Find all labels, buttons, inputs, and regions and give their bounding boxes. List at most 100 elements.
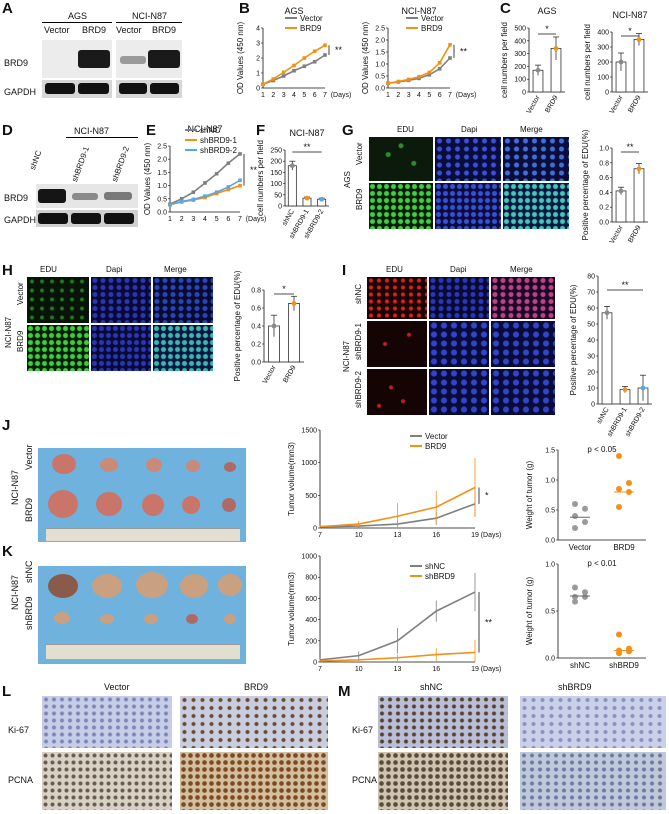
panel-label-e: E bbox=[146, 122, 157, 139]
micro-image bbox=[90, 276, 152, 324]
data-point bbox=[261, 82, 265, 87]
y-tick-label: 0.2 bbox=[599, 205, 609, 212]
y-tick-label: 1 bbox=[256, 71, 260, 78]
ihc-l-col-brd9: BRD9 bbox=[244, 682, 269, 692]
x-tick-label: 4 bbox=[203, 216, 207, 223]
y-tick-label: 60 bbox=[587, 306, 595, 313]
y-tick-label: 100 bbox=[514, 77, 526, 84]
x-tick-label: Vector bbox=[609, 94, 625, 115]
data-point bbox=[582, 593, 588, 600]
x-tick-label: 13 bbox=[394, 666, 402, 673]
y-tick-label: 3 bbox=[256, 41, 260, 48]
data-point bbox=[179, 199, 184, 204]
data-point bbox=[618, 188, 624, 194]
data-point bbox=[618, 59, 624, 65]
blot-d-band bbox=[38, 189, 66, 203]
blot-d-band bbox=[71, 213, 101, 224]
y-tick-label: 0 bbox=[522, 90, 526, 97]
data-point bbox=[281, 74, 286, 78]
significance-mark: ** bbox=[621, 280, 629, 290]
data-point bbox=[396, 79, 401, 84]
y-axis-label: Positive percentage of EDU(%) bbox=[233, 270, 242, 381]
blot-d-band bbox=[104, 192, 132, 200]
x-tick-label: BRD9 bbox=[613, 543, 635, 552]
micro-image bbox=[26, 324, 90, 372]
y-tick-label: 1.0 bbox=[375, 62, 385, 69]
tumor bbox=[100, 614, 114, 624]
data-point bbox=[572, 584, 578, 591]
y-tick-label: 2.0 bbox=[157, 157, 167, 164]
ihc-m-row-pcna: PCNA bbox=[352, 775, 378, 785]
x-tick-label: Vector bbox=[262, 364, 278, 385]
x-tick-label: BRD9 bbox=[282, 364, 297, 384]
chart-j2 bbox=[556, 449, 646, 541]
ihc-image bbox=[520, 752, 666, 810]
significance-text: p < 0.01 bbox=[587, 559, 617, 568]
tumor bbox=[222, 498, 236, 512]
y-tick-label: 1.5 bbox=[157, 170, 167, 177]
ihc-image bbox=[180, 752, 328, 810]
data-point bbox=[437, 61, 442, 65]
y-tick-label: 500 bbox=[514, 26, 526, 33]
y-tick-label: 0.0 bbox=[545, 538, 555, 545]
ruler bbox=[46, 644, 240, 659]
x-axis-label: (Days) bbox=[481, 666, 502, 673]
significance-mark: * bbox=[628, 26, 632, 36]
y-tick-label: 0.6 bbox=[599, 175, 609, 182]
micro-image bbox=[428, 368, 490, 416]
tumor bbox=[136, 572, 168, 598]
y-tick-label: 30 bbox=[587, 354, 595, 361]
y-tick-label: 0 bbox=[278, 204, 282, 211]
x-tick-label: 3 bbox=[407, 92, 411, 99]
y-tick-label: 1000 bbox=[301, 460, 317, 467]
legend-label: BRD9 bbox=[425, 442, 447, 451]
data-point bbox=[553, 46, 559, 51]
data-point bbox=[191, 190, 196, 194]
tumor bbox=[180, 574, 208, 598]
significance-mark: * bbox=[282, 284, 286, 294]
y-tick-label: 200 bbox=[597, 60, 609, 67]
blot-d-group: NCI-N87 bbox=[74, 126, 110, 136]
y-tick-label: 100 bbox=[270, 181, 282, 188]
y-tick-label: 80 bbox=[587, 274, 595, 281]
y-axis-label: cell numbers per field bbox=[500, 22, 509, 98]
data-point bbox=[323, 43, 327, 48]
data-point bbox=[291, 301, 297, 306]
x-axis-label: (Days) bbox=[456, 92, 477, 99]
data-point bbox=[572, 598, 578, 605]
data-point bbox=[626, 480, 632, 486]
x-tick-label: Vector bbox=[569, 543, 592, 552]
ihc-m-row-ki67: Ki-67 bbox=[352, 725, 374, 735]
x-tick-label: 10 bbox=[355, 666, 363, 673]
micro-image bbox=[502, 182, 570, 230]
x-tick-label: 5 bbox=[427, 92, 431, 99]
significance-mark: * bbox=[485, 491, 489, 501]
micro-i-header-dapi: Dapi bbox=[450, 265, 467, 274]
panel-label-l: L bbox=[2, 683, 12, 700]
micro-h-header-dapi: Dapi bbox=[106, 265, 123, 274]
ihc-image bbox=[378, 696, 508, 748]
chart-title: AGS bbox=[537, 6, 556, 16]
tumor bbox=[224, 462, 236, 472]
data-point bbox=[271, 77, 276, 81]
y-tick-label: 0.0 bbox=[375, 86, 385, 93]
y-tick-label: 0.0 bbox=[545, 656, 555, 663]
blot-a-group-ags-line bbox=[42, 22, 112, 23]
data-point bbox=[312, 59, 317, 64]
y-tick-label: 1.0 bbox=[599, 146, 609, 153]
micro-image bbox=[434, 182, 502, 230]
x-tick-label: 1 bbox=[386, 92, 390, 99]
blot-a-lane-3: Vector bbox=[116, 25, 142, 35]
x-tick-label: 5 bbox=[302, 92, 306, 99]
panel-label-h: H bbox=[2, 262, 13, 279]
x-tick-label: BRD9 bbox=[627, 94, 642, 114]
micro-image bbox=[152, 324, 214, 372]
panel-label-f: F bbox=[256, 122, 266, 139]
legend-label: BRD9 bbox=[300, 24, 322, 33]
data-point bbox=[281, 70, 286, 75]
x-tick-label: shNC bbox=[281, 209, 296, 228]
y-axis-label: OD Values (450 nm) bbox=[361, 22, 370, 95]
x-tick-label: 3 bbox=[191, 216, 195, 223]
micro-i-header-edu: EDU bbox=[386, 265, 403, 274]
